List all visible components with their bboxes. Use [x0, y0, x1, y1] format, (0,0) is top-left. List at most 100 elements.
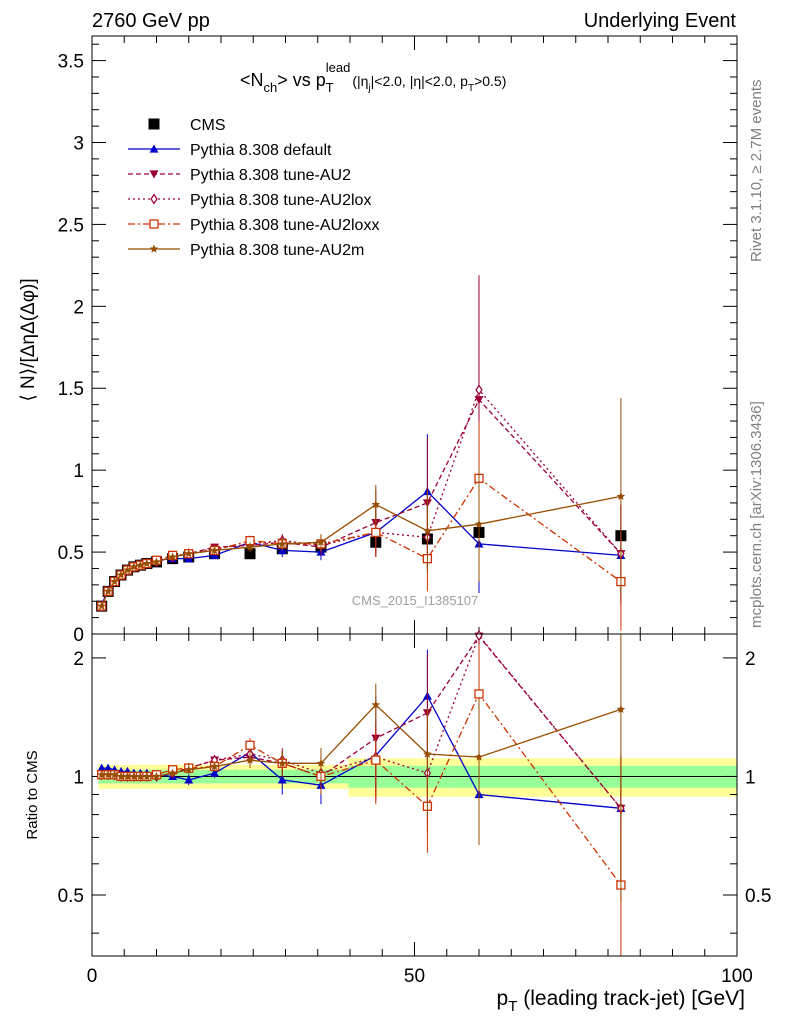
ratio-y-tick-label: 0.5 — [745, 886, 771, 907]
ratio-series-pythia-4 — [97, 643, 626, 956]
data-point — [142, 559, 152, 568]
data-point — [110, 577, 119, 586]
main-y-tick-label: 1 — [73, 461, 84, 482]
main-panel-frame — [91, 35, 738, 635]
legend-marker — [150, 193, 158, 205]
main-y-tick-label: 3.5 — [58, 52, 84, 73]
ratio-point — [129, 772, 139, 781]
x-axis-label: pT (leading track-jet) [GeV] — [497, 987, 745, 1015]
data-point — [97, 601, 106, 610]
data-point — [474, 519, 484, 528]
ratio-uncertainty-bands — [98, 758, 737, 797]
data-point — [245, 542, 255, 551]
ratio-point — [245, 755, 255, 764]
ratio-point — [474, 752, 484, 761]
series-line — [101, 388, 622, 607]
legend-entry: Pythia 8.308 tune-AU2loxx — [128, 217, 379, 234]
ratio-point — [277, 775, 287, 784]
main-y-tick-label: 2.5 — [58, 215, 84, 236]
analysis-watermark: CMS_2015_I1385107 — [352, 593, 479, 608]
ratio-point — [110, 770, 119, 779]
ratio-y-tick-label: 1 — [745, 767, 756, 788]
main-title: <Nch> vs pTlead(|ηj|<2.0, |η|<2.0, pT>0.… — [240, 60, 506, 95]
legend-marker — [149, 219, 159, 229]
legend-label: Pythia 8.308 tune-AU2m — [190, 242, 364, 259]
data-point — [616, 491, 626, 500]
ratio-y-tick-label: 0.5 — [58, 886, 84, 907]
ratio-point — [97, 770, 106, 779]
x-tick-label: 100 — [721, 966, 753, 987]
main-y-tick-label: 1.5 — [58, 379, 84, 400]
header-left: 2760 GeV pp — [92, 10, 210, 32]
ratio-series-pythia-3 — [98, 629, 625, 886]
data-point — [152, 557, 161, 566]
ratio-y-tick-label: 2 — [745, 649, 756, 670]
ratio-series-layer — [97, 629, 626, 956]
ratio-point — [474, 689, 484, 699]
main-y-tick-label: 3 — [73, 133, 84, 154]
legend-marker — [149, 144, 159, 153]
legend-entry: Pythia 8.308 tune-AU2m — [128, 242, 364, 259]
series-line — [101, 490, 621, 605]
ratio-point — [152, 772, 161, 781]
ratio-point — [184, 775, 194, 784]
axes-layer: 0 0.5 1 1.5 2 2.5 3 3.5 0 50 100 0.5 0.5 1 1 2 2 — [58, 36, 771, 987]
series-pythia-5 — [97, 398, 626, 610]
legend-label: CMS — [190, 117, 226, 134]
ratio-point — [245, 740, 255, 750]
ratio-point — [116, 772, 126, 781]
ratio-y-tick-label: 1 — [73, 767, 84, 788]
legend-marker — [148, 118, 160, 130]
ratio-point — [210, 768, 220, 777]
ratio-point — [210, 762, 219, 771]
data-point — [278, 539, 287, 548]
ratio-point — [123, 772, 132, 781]
data-point — [168, 552, 177, 561]
legend-marker — [149, 170, 159, 179]
ratio-point — [371, 755, 381, 765]
main-y-tick-label: 0 — [73, 625, 84, 646]
data-point — [244, 548, 256, 560]
legend-label: Pythia 8.308 tune-AU2lox — [190, 192, 371, 209]
legend: CMS Pythia 8.308 default Pythia 8.308 tune… — [128, 117, 379, 259]
main-y-tick-label: 0.5 — [58, 543, 84, 564]
ratio-y-tick-label: 2 — [73, 649, 84, 670]
header-right: Underlying Event — [583, 10, 736, 32]
ratio-point — [168, 768, 177, 777]
ratio-series-pythia-5 — [97, 634, 626, 902]
legend-entry: Pythia 8.308 tune-AU2 — [128, 167, 351, 184]
data-point — [136, 560, 145, 569]
ratio-series-pythia-1 — [97, 649, 626, 831]
ratio-point — [97, 763, 107, 772]
ratio-point — [103, 763, 113, 772]
ratio-point — [142, 772, 152, 781]
ratio-panel-frame — [91, 633, 738, 957]
data-point — [116, 570, 126, 579]
ratio-point — [423, 749, 432, 758]
legend-entry: CMS — [148, 117, 226, 134]
data-point — [475, 384, 483, 396]
main-y-tick-label: 2 — [73, 297, 84, 318]
data-point — [210, 545, 219, 555]
series-line — [101, 495, 622, 607]
series-line — [101, 398, 622, 607]
x-tick-label: 50 — [404, 966, 425, 987]
data-point — [423, 526, 432, 535]
legend-entry: Pythia 8.308 default — [128, 142, 332, 159]
main-series-layer — [96, 275, 627, 631]
ratio-point — [371, 700, 381, 709]
legend-label: Pythia 8.308 tune-AU2 — [190, 167, 351, 184]
x-tick-label: 0 — [87, 966, 98, 987]
data-point — [371, 527, 381, 538]
main-y-axis-label: ⟨ N⟩/[ΔηΔ(Δφ)] — [18, 278, 39, 401]
ratio-point — [616, 704, 626, 713]
legend-label: Pythia 8.308 default — [190, 142, 332, 159]
data-point — [129, 562, 139, 571]
legend-label: Pythia 8.308 tune-AU2loxx — [190, 217, 379, 234]
data-point — [316, 537, 326, 546]
data-point — [371, 500, 381, 509]
ratio-point — [184, 765, 193, 774]
data-point — [103, 586, 113, 595]
data-point — [184, 549, 193, 558]
